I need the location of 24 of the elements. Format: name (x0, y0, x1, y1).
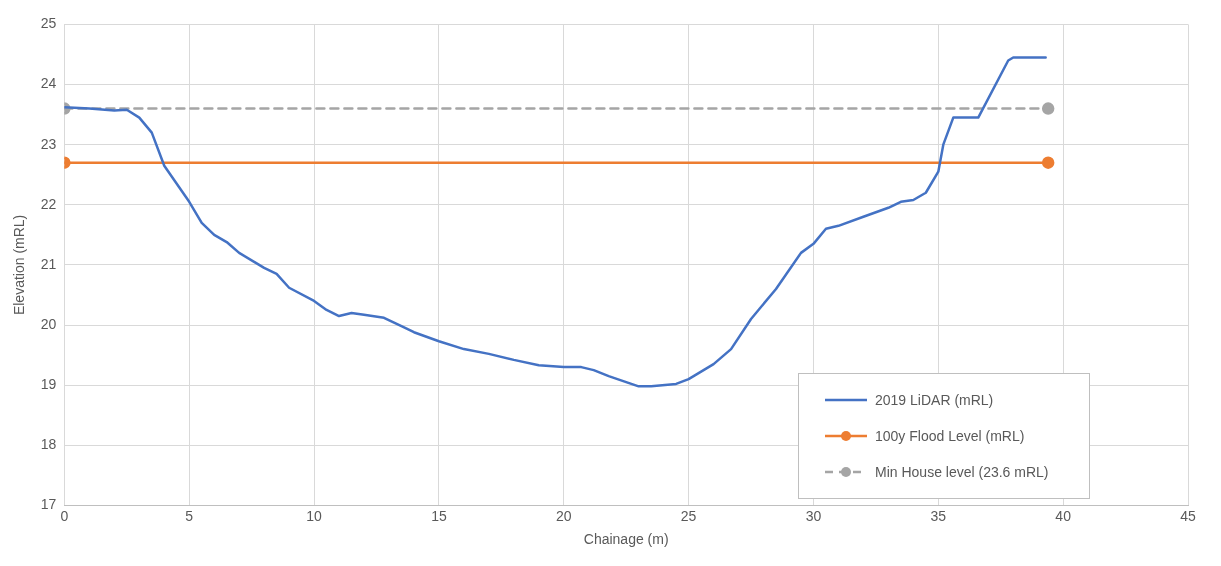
x-tick-label: 0 (60, 507, 69, 524)
x-tick-label: 45 (1180, 507, 1196, 524)
y-tick-label: 22 (40, 195, 57, 212)
y-tick-label: 23 (40, 135, 57, 152)
y-tick-label: 18 (40, 436, 57, 453)
y-tick-label: 20 (40, 315, 57, 332)
x-tick-label: 25 (680, 507, 697, 524)
legend-label: 100y Flood Level (mRL) (875, 428, 1025, 445)
legend-label: 2019 LiDAR (mRL) (875, 392, 994, 409)
x-tick-label: 20 (555, 507, 572, 524)
y-tick-label: 24 (40, 75, 57, 92)
x-tick-label: 30 (805, 507, 822, 524)
x-tick-label: 35 (930, 507, 947, 524)
y-axis-title: Elevation (mRL) (11, 214, 28, 316)
x-tick-label: 40 (1055, 507, 1072, 524)
y-tick-label: 21 (40, 255, 57, 272)
y-tick-label: 25 (40, 15, 57, 32)
x-tick-label: 15 (431, 507, 447, 524)
x-tick-label: 5 (185, 507, 194, 524)
y-tick-label: 17 (40, 496, 57, 513)
y-tick-label: 19 (40, 376, 57, 393)
legend-label: Min House level (23.6 mRL) (875, 464, 1049, 481)
x-tick-label: 10 (306, 507, 323, 524)
x-axis-title: Chainage (m) (583, 531, 669, 548)
